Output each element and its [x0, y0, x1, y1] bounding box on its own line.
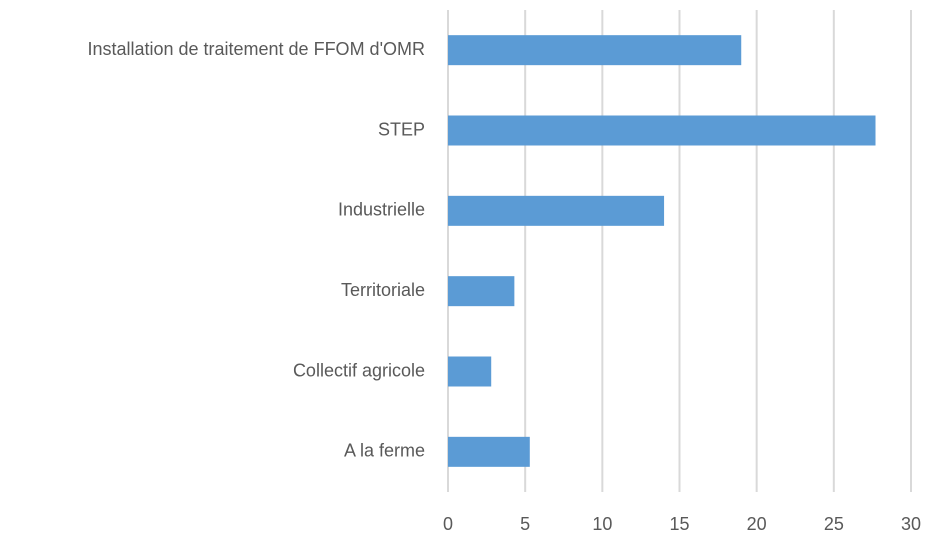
x-tick-label: 30 [901, 514, 921, 534]
bar [448, 195, 665, 226]
bar [448, 35, 742, 66]
x-tick-label: 5 [520, 514, 530, 534]
x-tick-label: 25 [824, 514, 844, 534]
y-tick-label: Territoriale [341, 280, 425, 300]
bar [448, 356, 492, 387]
x-tick-label: 20 [747, 514, 767, 534]
y-tick-label: STEP [378, 119, 425, 139]
x-tick-label: 0 [443, 514, 453, 534]
x-tick-label: 15 [669, 514, 689, 534]
y-tick-label: Industrielle [338, 200, 425, 220]
bar [448, 276, 515, 307]
y-tick-label: A la ferme [344, 441, 425, 461]
bar [448, 115, 876, 146]
x-tick-label: 10 [592, 514, 612, 534]
bar [448, 436, 530, 467]
y-tick-label: Collectif agricole [293, 360, 425, 380]
y-tick-label: Installation de traitement de FFOM d'OMR [87, 39, 425, 59]
